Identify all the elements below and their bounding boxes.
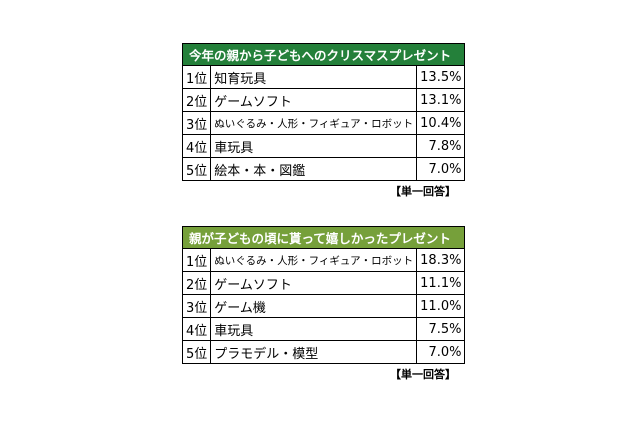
table-row: 1位 ぬいぐるみ・人形・フィギュア・ロボット 18.3% <box>181 248 466 272</box>
table-row: 4位 車玩具 7.8% <box>181 134 466 158</box>
item: 絵本・本・図鑑 <box>210 157 418 181</box>
percent: 11.1% <box>416 271 466 295</box>
rank: 4位 <box>181 134 212 158</box>
item: 車玩具 <box>210 134 418 158</box>
table-row: 1位 知育玩具 13.5% <box>181 65 466 89</box>
table-row: 2位 ゲームソフト 13.1% <box>181 88 466 112</box>
table-row: 2位 ゲームソフト 11.1% <box>181 271 466 295</box>
percent: 10.4% <box>416 111 466 135</box>
percent: 13.1% <box>416 88 466 112</box>
ranking-table-childhood: 親が子どもの頃に貰って嬉しかったプレゼント 1位 ぬいぐるみ・人形・フィギュア・ロ… <box>181 226 466 364</box>
rank: 1位 <box>181 248 212 272</box>
answer-type-note: 【単一回答】 <box>390 368 456 381</box>
rank: 4位 <box>181 317 212 341</box>
rank: 3位 <box>181 111 212 135</box>
table-title: 今年の親から子どもへのクリスマスプレゼント <box>181 43 466 66</box>
item: ぬいぐるみ・人形・フィギュア・ロボット <box>210 248 418 272</box>
percent: 7.0% <box>416 157 466 181</box>
rank: 5位 <box>181 157 212 181</box>
percent: 7.5% <box>416 317 466 341</box>
answer-type-note: 【単一回答】 <box>390 185 456 198</box>
table-title: 親が子どもの頃に貰って嬉しかったプレゼント <box>181 226 466 249</box>
rank: 3位 <box>181 294 212 318</box>
ranking-table-current: 今年の親から子どもへのクリスマスプレゼント 1位 知育玩具 13.5% 2位 ゲームソ… <box>181 43 466 181</box>
table-row: 4位 車玩具 7.5% <box>181 317 466 341</box>
table-row: 5位 プラモデル・模型 7.0% <box>181 340 466 364</box>
table-row: 3位 ゲーム機 11.0% <box>181 294 466 318</box>
table-row: 5位 絵本・本・図鑑 7.0% <box>181 157 466 181</box>
rank: 2位 <box>181 271 212 295</box>
item: ゲームソフト <box>210 88 418 112</box>
percent: 7.8% <box>416 134 466 158</box>
percent: 11.0% <box>416 294 466 318</box>
rank: 2位 <box>181 88 212 112</box>
percent: 13.5% <box>416 65 466 89</box>
item: 知育玩具 <box>210 65 418 89</box>
item: ぬいぐるみ・人形・フィギュア・ロボット <box>210 111 418 135</box>
item: 車玩具 <box>210 317 418 341</box>
table-row: 3位 ぬいぐるみ・人形・フィギュア・ロボット 10.4% <box>181 111 466 135</box>
rank: 5位 <box>181 340 212 364</box>
percent: 7.0% <box>416 340 466 364</box>
item: ゲームソフト <box>210 271 418 295</box>
item: ゲーム機 <box>210 294 418 318</box>
rank: 1位 <box>181 65 212 89</box>
item: プラモデル・模型 <box>210 340 418 364</box>
percent: 18.3% <box>416 248 466 272</box>
